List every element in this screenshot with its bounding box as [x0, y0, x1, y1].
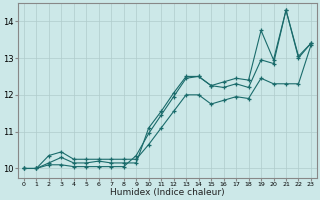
X-axis label: Humidex (Indice chaleur): Humidex (Indice chaleur)	[110, 188, 225, 197]
